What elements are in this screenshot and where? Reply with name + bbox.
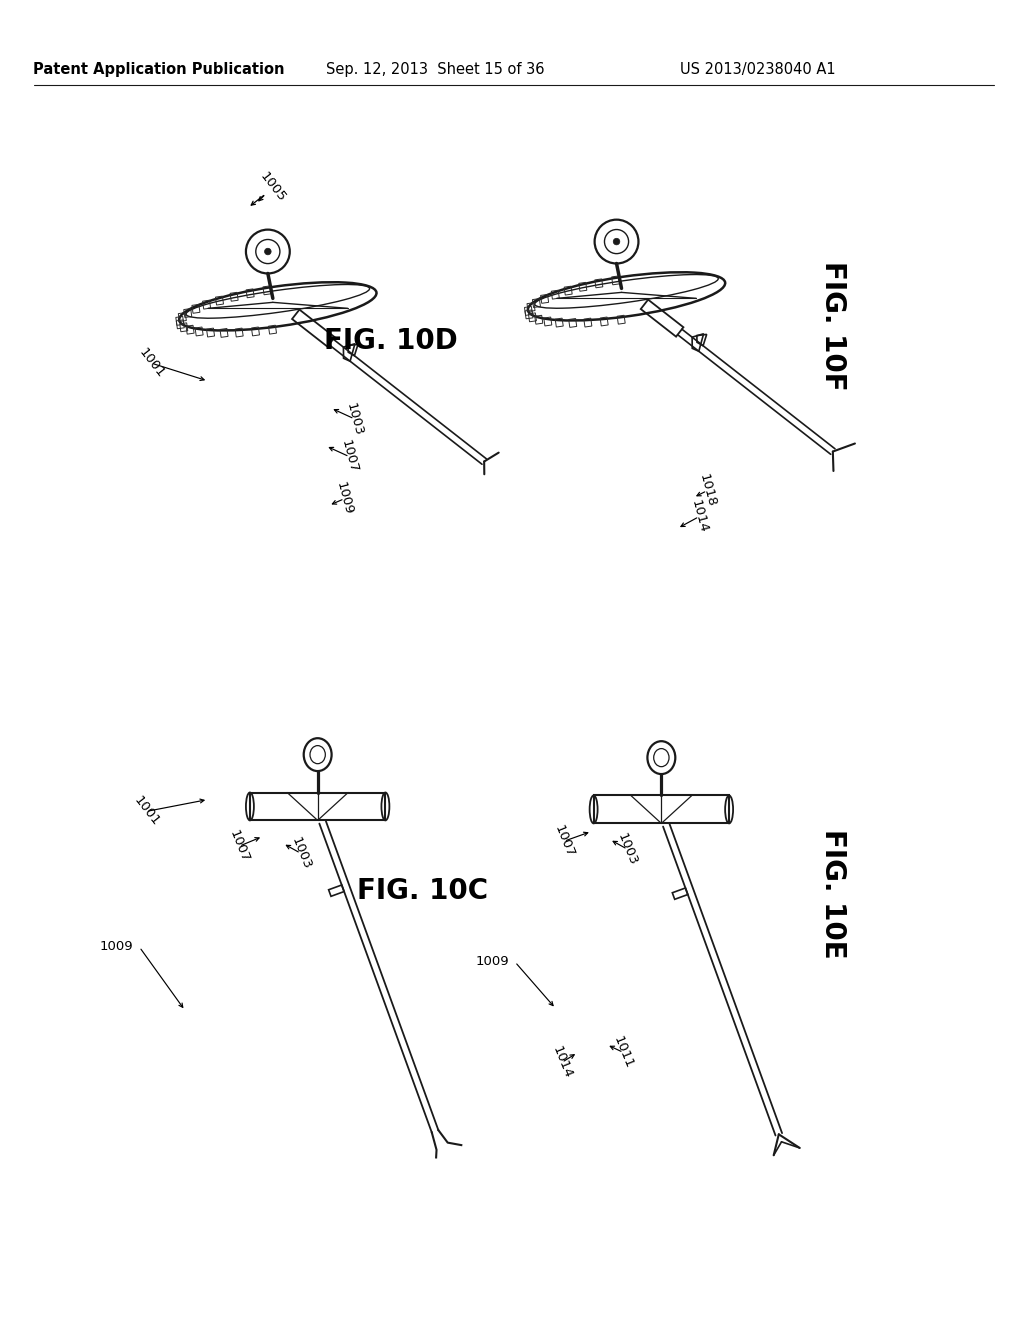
Bar: [252, 327, 259, 335]
Text: FIG. 10E: FIG. 10E: [819, 829, 847, 958]
Text: 1001: 1001: [131, 795, 162, 829]
Bar: [203, 300, 211, 309]
Text: 1007: 1007: [226, 828, 251, 865]
Bar: [544, 317, 552, 326]
Text: FIG. 10C: FIG. 10C: [356, 876, 487, 906]
Text: 1001: 1001: [136, 346, 167, 380]
Bar: [555, 318, 563, 327]
Bar: [191, 305, 200, 313]
Text: US 2013/0238040 A1: US 2013/0238040 A1: [680, 62, 836, 77]
Bar: [236, 329, 243, 337]
Bar: [268, 325, 276, 334]
Bar: [178, 313, 186, 322]
Bar: [532, 298, 541, 308]
Bar: [579, 282, 587, 292]
Circle shape: [613, 239, 620, 246]
Bar: [263, 286, 271, 294]
Text: 1003: 1003: [344, 401, 366, 437]
Text: 1014: 1014: [688, 499, 710, 535]
Bar: [551, 290, 559, 300]
Bar: [246, 289, 254, 298]
Bar: [220, 329, 228, 338]
Bar: [611, 276, 620, 285]
Bar: [176, 317, 184, 325]
Bar: [180, 323, 187, 331]
Text: FIG. 10D: FIG. 10D: [324, 327, 458, 355]
Circle shape: [264, 248, 271, 255]
Bar: [541, 294, 549, 304]
Text: 1005: 1005: [257, 169, 289, 205]
Text: 1009: 1009: [99, 940, 133, 953]
Bar: [207, 329, 215, 337]
Bar: [176, 319, 184, 329]
Text: Sep. 12, 2013  Sheet 15 of 36: Sep. 12, 2013 Sheet 15 of 36: [326, 62, 545, 77]
Bar: [215, 296, 223, 305]
Text: 1011: 1011: [611, 1035, 636, 1071]
Text: 1014: 1014: [550, 1044, 574, 1081]
Text: 1007: 1007: [551, 824, 577, 859]
Bar: [196, 327, 203, 335]
Bar: [535, 315, 543, 325]
Text: 1009: 1009: [475, 956, 509, 969]
Bar: [183, 309, 191, 317]
Text: 1009: 1009: [334, 480, 355, 516]
Bar: [528, 313, 537, 322]
Bar: [525, 310, 532, 319]
Bar: [527, 302, 535, 312]
Text: 1003: 1003: [289, 836, 313, 871]
Bar: [186, 325, 195, 334]
Bar: [617, 315, 626, 325]
Bar: [568, 318, 577, 327]
Text: FIG. 10F: FIG. 10F: [819, 261, 847, 391]
Bar: [600, 317, 608, 326]
Bar: [584, 318, 592, 327]
Bar: [230, 292, 239, 301]
Text: 1018: 1018: [696, 473, 718, 508]
Bar: [595, 279, 603, 288]
Text: 1003: 1003: [615, 832, 640, 867]
Text: 1007: 1007: [339, 438, 360, 475]
Text: Patent Application Publication: Patent Application Publication: [33, 62, 284, 77]
Bar: [564, 286, 572, 296]
Bar: [524, 306, 532, 315]
